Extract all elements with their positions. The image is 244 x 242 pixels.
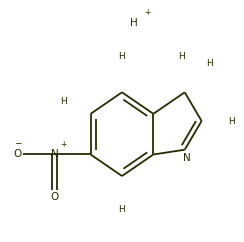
Text: +: + — [144, 8, 150, 17]
Text: N: N — [183, 153, 191, 163]
Text: O: O — [50, 192, 59, 202]
Text: H: H — [60, 97, 67, 106]
Text: H: H — [119, 52, 125, 61]
Text: −: − — [14, 138, 22, 147]
Text: N: N — [51, 150, 58, 159]
Text: +: + — [61, 140, 67, 149]
Text: H: H — [178, 52, 185, 61]
Text: O: O — [14, 150, 22, 159]
Text: H: H — [206, 59, 213, 68]
Text: H: H — [228, 116, 235, 126]
Text: H: H — [130, 18, 138, 28]
Text: H: H — [119, 205, 125, 214]
